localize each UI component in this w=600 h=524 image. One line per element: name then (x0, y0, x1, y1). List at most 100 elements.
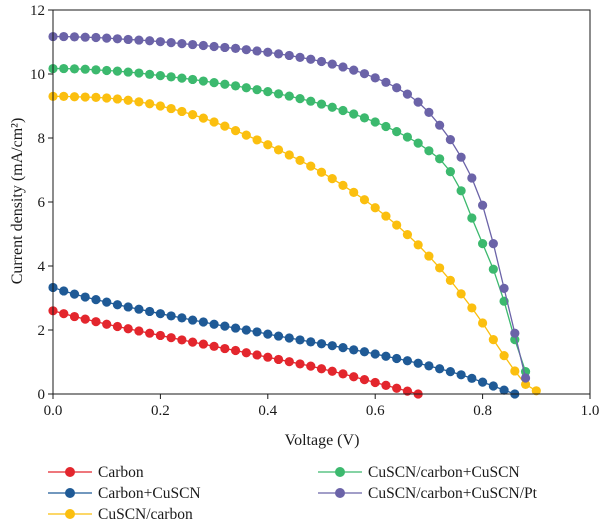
data-point-cuscn-carbon-cuscn (69, 64, 80, 74)
data-point-cuscn-carbon-cuscn-pt (69, 32, 80, 42)
data-point-cuscn-carbon-cuscn (123, 67, 133, 77)
data-point-carbon-cuscn (241, 325, 251, 335)
data-point-cuscn-carbon (424, 251, 434, 261)
data-point-carbon-cuscn (198, 317, 208, 327)
data-point-cuscn-carbon-cuscn (478, 239, 488, 249)
data-point-cuscn-carbon (413, 240, 423, 250)
data-point-cuscn-carbon-cuscn (134, 68, 144, 78)
data-point-cuscn-carbon-cuscn (91, 65, 101, 75)
data-point-cuscn-carbon-cuscn-pt (273, 49, 284, 59)
y-tick-label: 8 (38, 131, 46, 147)
data-point-cuscn-carbon-cuscn (306, 96, 316, 106)
legend-item-cuscn-carbon-cuscn: CuSCN/carbon+CuSCN (318, 464, 520, 481)
data-point-cuscn-carbon-cuscn-pt (370, 73, 380, 83)
data-point-cuscn-carbon (349, 187, 359, 197)
series-cuscn-carbon-cuscn-pt (48, 31, 531, 383)
data-point-cuscn-carbon (273, 145, 284, 155)
data-point-cuscn-carbon-cuscn-pt (91, 32, 101, 43)
x-tick-label: 0.8 (473, 403, 492, 419)
data-point-cuscn-carbon (252, 135, 262, 145)
data-point-cuscn-carbon-cuscn (327, 102, 337, 112)
data-point-cuscn-carbon (155, 101, 165, 111)
data-point-cuscn-carbon-cuscn-pt (510, 328, 520, 338)
data-point-carbon-cuscn (166, 311, 176, 321)
data-point-carbon-cuscn (359, 347, 370, 357)
data-point-cuscn-carbon-cuscn (435, 154, 445, 164)
data-point-cuscn-carbon-cuscn-pt (166, 38, 176, 48)
data-point-cuscn-carbon (306, 161, 316, 171)
series-line-carbon-cuscn (52, 286, 516, 395)
data-point-cuscn-carbon-cuscn-pt (445, 135, 455, 145)
data-point-carbon-cuscn (456, 370, 466, 380)
data-point-carbon-cuscn (252, 327, 262, 337)
legend-label: CuSCN/carbon+CuSCN/Pt (368, 485, 538, 502)
legend-swatch-marker (335, 467, 345, 477)
data-point-cuscn-carbon (520, 379, 531, 389)
data-point-carbon-cuscn (284, 333, 294, 343)
data-point-carbon-cuscn (467, 373, 477, 383)
data-point-cuscn-carbon-cuscn-pt (381, 77, 391, 87)
data-point-carbon (370, 377, 380, 388)
data-point-carbon-cuscn (435, 364, 445, 374)
x-tick-label: 0.2 (151, 403, 170, 419)
data-point-carbon (306, 361, 316, 371)
data-point-cuscn-carbon (241, 130, 251, 140)
data-point-cuscn-carbon-cuscn (488, 264, 498, 274)
x-tick-label: 0.0 (44, 403, 63, 419)
data-point-cuscn-carbon-cuscn (155, 71, 165, 81)
series-carbon-cuscn (48, 282, 520, 399)
data-point-cuscn-carbon-cuscn-pt (59, 31, 69, 42)
data-point-cuscn-carbon-cuscn (295, 94, 305, 104)
data-point-carbon (155, 330, 165, 341)
data-point-cuscn-carbon (327, 174, 337, 184)
legend-swatch-marker (65, 509, 75, 519)
data-point-carbon-cuscn (370, 349, 380, 359)
data-point-cuscn-carbon (198, 113, 208, 123)
data-point-carbon-cuscn (59, 286, 69, 296)
data-point-cuscn-carbon (188, 110, 198, 120)
data-point-carbon-cuscn (209, 319, 219, 329)
data-point-carbon-cuscn (91, 295, 101, 305)
data-point-carbon-cuscn (349, 345, 359, 355)
data-point-carbon-cuscn (316, 339, 327, 349)
data-point-cuscn-carbon-cuscn (230, 81, 241, 91)
y-axis-label: Current density (mA/cm²) (9, 118, 26, 285)
y-tick-label: 4 (38, 259, 46, 275)
data-point-carbon-cuscn (273, 331, 284, 341)
data-point-cuscn-carbon (145, 99, 155, 109)
x-tick-label: 0.4 (258, 403, 277, 419)
data-point-cuscn-carbon (370, 203, 380, 213)
data-point-carbon (381, 380, 391, 390)
legend-swatch-marker (335, 488, 345, 498)
data-point-cuscn-carbon (445, 275, 455, 285)
data-point-carbon (198, 339, 208, 349)
data-point-cuscn-carbon-cuscn-pt (327, 59, 337, 69)
data-point-cuscn-carbon-cuscn (424, 146, 434, 156)
data-point-carbon-cuscn (424, 361, 434, 371)
data-point-cuscn-carbon-cuscn (220, 79, 230, 89)
data-point-cuscn-carbon-cuscn-pt (102, 33, 112, 43)
data-point-cuscn-carbon-cuscn-pt (177, 39, 187, 49)
data-point-carbon (241, 348, 251, 358)
plot-frame (52, 9, 591, 395)
axes: 0.0 0.2 0.4 0.6 0.8 1.0 0 2 4 6 8 10 12 (30, 3, 599, 419)
x-tick-label: 1.0 (581, 403, 600, 419)
data-point-cuscn-carbon-cuscn (252, 85, 262, 95)
data-point-cuscn-carbon-cuscn (198, 76, 208, 86)
data-point-carbon (91, 317, 101, 327)
legend-item-cuscn-carbon-cuscn-pt: CuSCN/carbon+CuSCN/Pt (318, 485, 538, 502)
data-point-cuscn-carbon (220, 121, 230, 131)
data-point-cuscn-carbon-cuscn (263, 87, 273, 97)
data-point-cuscn-carbon (531, 386, 541, 396)
data-point-cuscn-carbon-cuscn (392, 127, 402, 137)
data-point-cuscn-carbon (263, 140, 273, 150)
plot-area (48, 31, 541, 399)
legend-item-carbon-cuscn: Carbon+CuSCN (48, 485, 201, 502)
data-point-cuscn-carbon-cuscn-pt (338, 62, 348, 72)
data-point-carbon-cuscn (499, 385, 509, 395)
data-point-cuscn-carbon-cuscn (381, 121, 391, 132)
data-point-cuscn-carbon-cuscn-pt (316, 56, 327, 67)
data-point-cuscn-carbon-cuscn (241, 83, 251, 93)
data-point-cuscn-carbon-cuscn-pt (263, 47, 273, 57)
data-point-cuscn-carbon (467, 303, 477, 313)
